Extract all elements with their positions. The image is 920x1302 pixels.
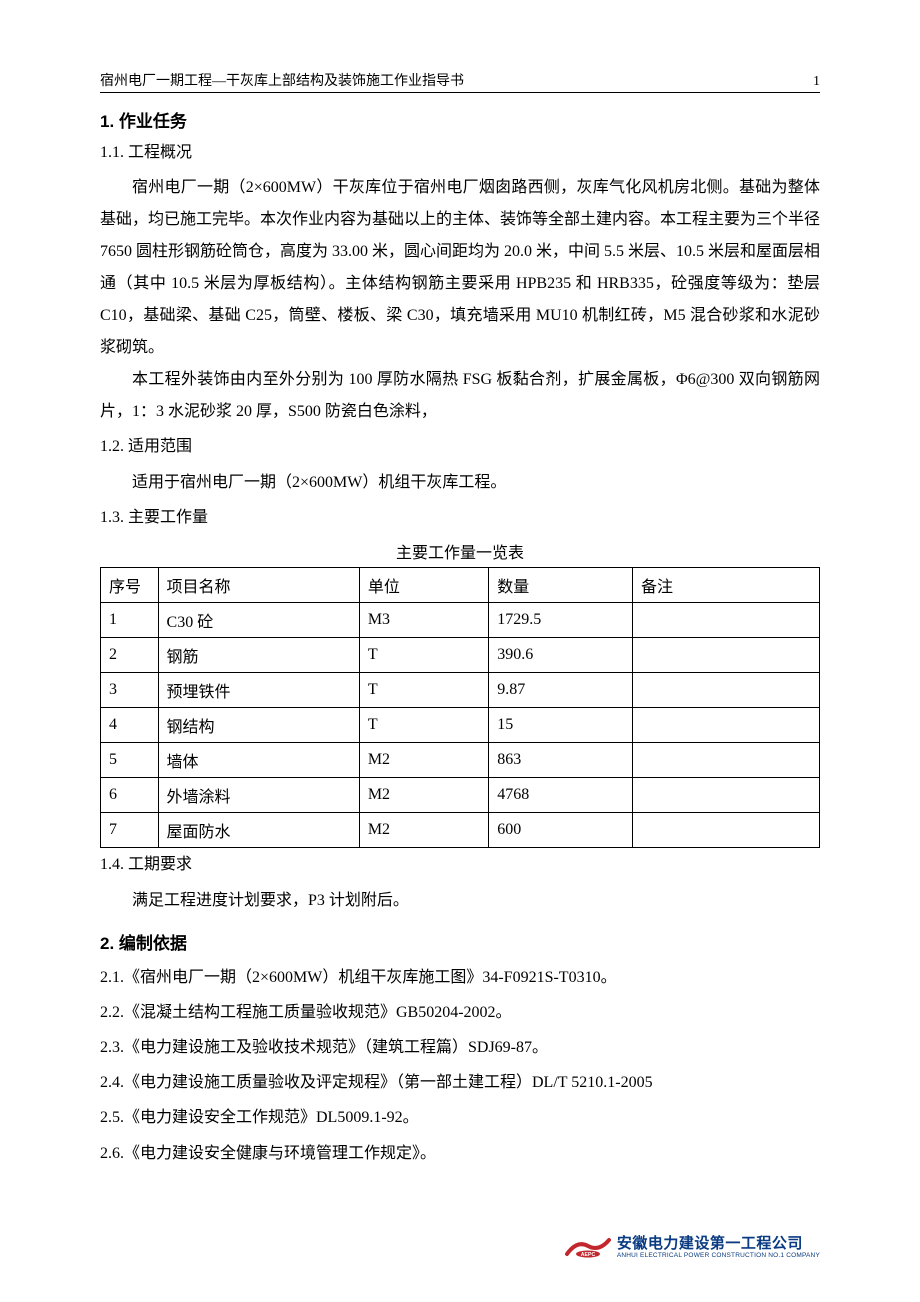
ref-item: 2.1.《宿州电厂一期（2×600MW）机组干灰库施工图》34-F0921S-T… (100, 960, 820, 995)
cell-unit: M2 (359, 778, 488, 813)
ref-item: 2.2.《混凝土结构工程施工质量验收规范》GB50204-2002。 (100, 995, 820, 1030)
cell-unit: M2 (359, 743, 488, 778)
company-logo-text: 安徽电力建设第一工程公司 ANHUI ELECTRICAL POWER CONS… (617, 1236, 820, 1260)
section-1-4-label: 1.4. 工期要求 (100, 850, 820, 880)
table-row: 5 墙体 M2 863 (101, 743, 820, 778)
col-seq: 序号 (101, 568, 159, 603)
workload-table-body: 1 C30 砼 M3 1729.5 2 钢筋 T 390.6 3 预埋铁件 T … (101, 603, 820, 848)
section-1-3-label: 1.3. 主要工作量 (100, 503, 820, 533)
section-2-heading: 2. 编制依据 (100, 929, 820, 954)
cell-unit: M2 (359, 813, 488, 848)
table-row: 3 预埋铁件 T 9.87 (101, 673, 820, 708)
table-row: 7 屋面防水 M2 600 (101, 813, 820, 848)
ref-item: 2.5.《电力建设安全工作规范》DL5009.1-92。 (100, 1100, 820, 1135)
col-qty: 数量 (489, 568, 633, 603)
cell-qty: 1729.5 (489, 603, 633, 638)
company-name-en: ANHUI ELECTRICAL POWER CONSTRUCTION NO.1… (617, 1253, 820, 1260)
cell-unit: T (359, 638, 488, 673)
cell-qty: 9.87 (489, 673, 633, 708)
cell-qty: 863 (489, 743, 633, 778)
cell-name: 预埋铁件 (158, 673, 359, 708)
cell-note (633, 778, 820, 813)
cell-note (633, 743, 820, 778)
document-page: 宿州电厂一期工程—干灰库上部结构及装饰施工作业指导书 1 1. 作业任务 1.1… (0, 0, 920, 1302)
col-name: 项目名称 (158, 568, 359, 603)
cell-seq: 4 (101, 708, 159, 743)
cell-seq: 5 (101, 743, 159, 778)
section-1-1-paragraph-1: 宿州电厂一期（2×600MW）干灰库位于宿州电厂烟囱路西侧，灰库气化风机房北侧。… (100, 172, 820, 364)
cell-note (633, 673, 820, 708)
cell-name: 外墙涂料 (158, 778, 359, 813)
company-name-cn: 安徽电力建设第一工程公司 (617, 1236, 820, 1251)
table-row: 4 钢结构 T 15 (101, 708, 820, 743)
cell-name: 屋面防水 (158, 813, 359, 848)
cell-seq: 7 (101, 813, 159, 848)
table-row: 1 C30 砼 M3 1729.5 (101, 603, 820, 638)
col-note: 备注 (633, 568, 820, 603)
workload-table-title: 主要工作量一览表 (100, 539, 820, 563)
cell-note (633, 813, 820, 848)
cell-seq: 1 (101, 603, 159, 638)
section-1-1-label: 1.1. 工程概况 (100, 138, 820, 168)
cell-qty: 390.6 (489, 638, 633, 673)
cell-note (633, 603, 820, 638)
cell-unit: T (359, 708, 488, 743)
section-1-2-paragraph: 适用于宿州电厂一期（2×600MW）机组干灰库工程。 (100, 467, 820, 499)
ref-item: 2.4.《电力建设施工质量验收及评定规程》（第一部土建工程）DL/T 5210.… (100, 1065, 820, 1100)
table-row: 2 钢筋 T 390.6 (101, 638, 820, 673)
cell-unit: M3 (359, 603, 488, 638)
header-title: 宿州电厂一期工程—干灰库上部结构及装饰施工作业指导书 (100, 70, 464, 90)
table-row: 6 外墙涂料 M2 4768 (101, 778, 820, 813)
company-logo-icon: AEPC (565, 1234, 611, 1262)
section-1-4-paragraph: 满足工程进度计划要求，P3 计划附后。 (100, 885, 820, 917)
cell-name: 钢结构 (158, 708, 359, 743)
col-unit: 单位 (359, 568, 488, 603)
page-header: 宿州电厂一期工程—干灰库上部结构及装饰施工作业指导书 1 (100, 70, 820, 93)
references-block: 2.1.《宿州电厂一期（2×600MW）机组干灰库施工图》34-F0921S-T… (100, 960, 820, 1171)
cell-unit: T (359, 673, 488, 708)
section-1-1-paragraph-2: 本工程外装饰由内至外分别为 100 厚防水隔热 FSG 板黏合剂，扩展金属板，Φ… (100, 364, 820, 428)
cell-qty: 15 (489, 708, 633, 743)
cell-name: 钢筋 (158, 638, 359, 673)
cell-name: 墙体 (158, 743, 359, 778)
cell-qty: 600 (489, 813, 633, 848)
logo-aepc-text: AEPC (581, 1252, 596, 1258)
ref-item: 2.3.《电力建设施工及验收技术规范》（建筑工程篇）SDJ69-87。 (100, 1030, 820, 1065)
section-1-2-label: 1.2. 适用范围 (100, 432, 820, 462)
workload-table: 序号 项目名称 单位 数量 备注 1 C30 砼 M3 1729.5 2 钢筋 … (100, 567, 820, 848)
cell-seq: 6 (101, 778, 159, 813)
cell-qty: 4768 (489, 778, 633, 813)
cell-note (633, 708, 820, 743)
cell-seq: 3 (101, 673, 159, 708)
cell-note (633, 638, 820, 673)
footer-logo: AEPC 安徽电力建设第一工程公司 ANHUI ELECTRICAL POWER… (565, 1234, 820, 1262)
table-header-row: 序号 项目名称 单位 数量 备注 (101, 568, 820, 603)
cell-name: C30 砼 (158, 603, 359, 638)
ref-item: 2.6.《电力建设安全健康与环境管理工作规定》。 (100, 1136, 820, 1171)
cell-seq: 2 (101, 638, 159, 673)
section-1-heading: 1. 作业任务 (100, 107, 820, 132)
header-page-number: 1 (813, 74, 820, 90)
